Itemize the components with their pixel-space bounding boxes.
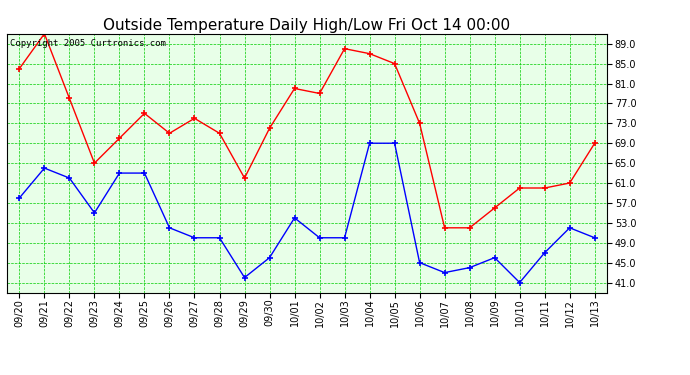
Title: Outside Temperature Daily High/Low Fri Oct 14 00:00: Outside Temperature Daily High/Low Fri O…	[104, 18, 511, 33]
Text: Copyright 2005 Curtronics.com: Copyright 2005 Curtronics.com	[10, 39, 166, 48]
